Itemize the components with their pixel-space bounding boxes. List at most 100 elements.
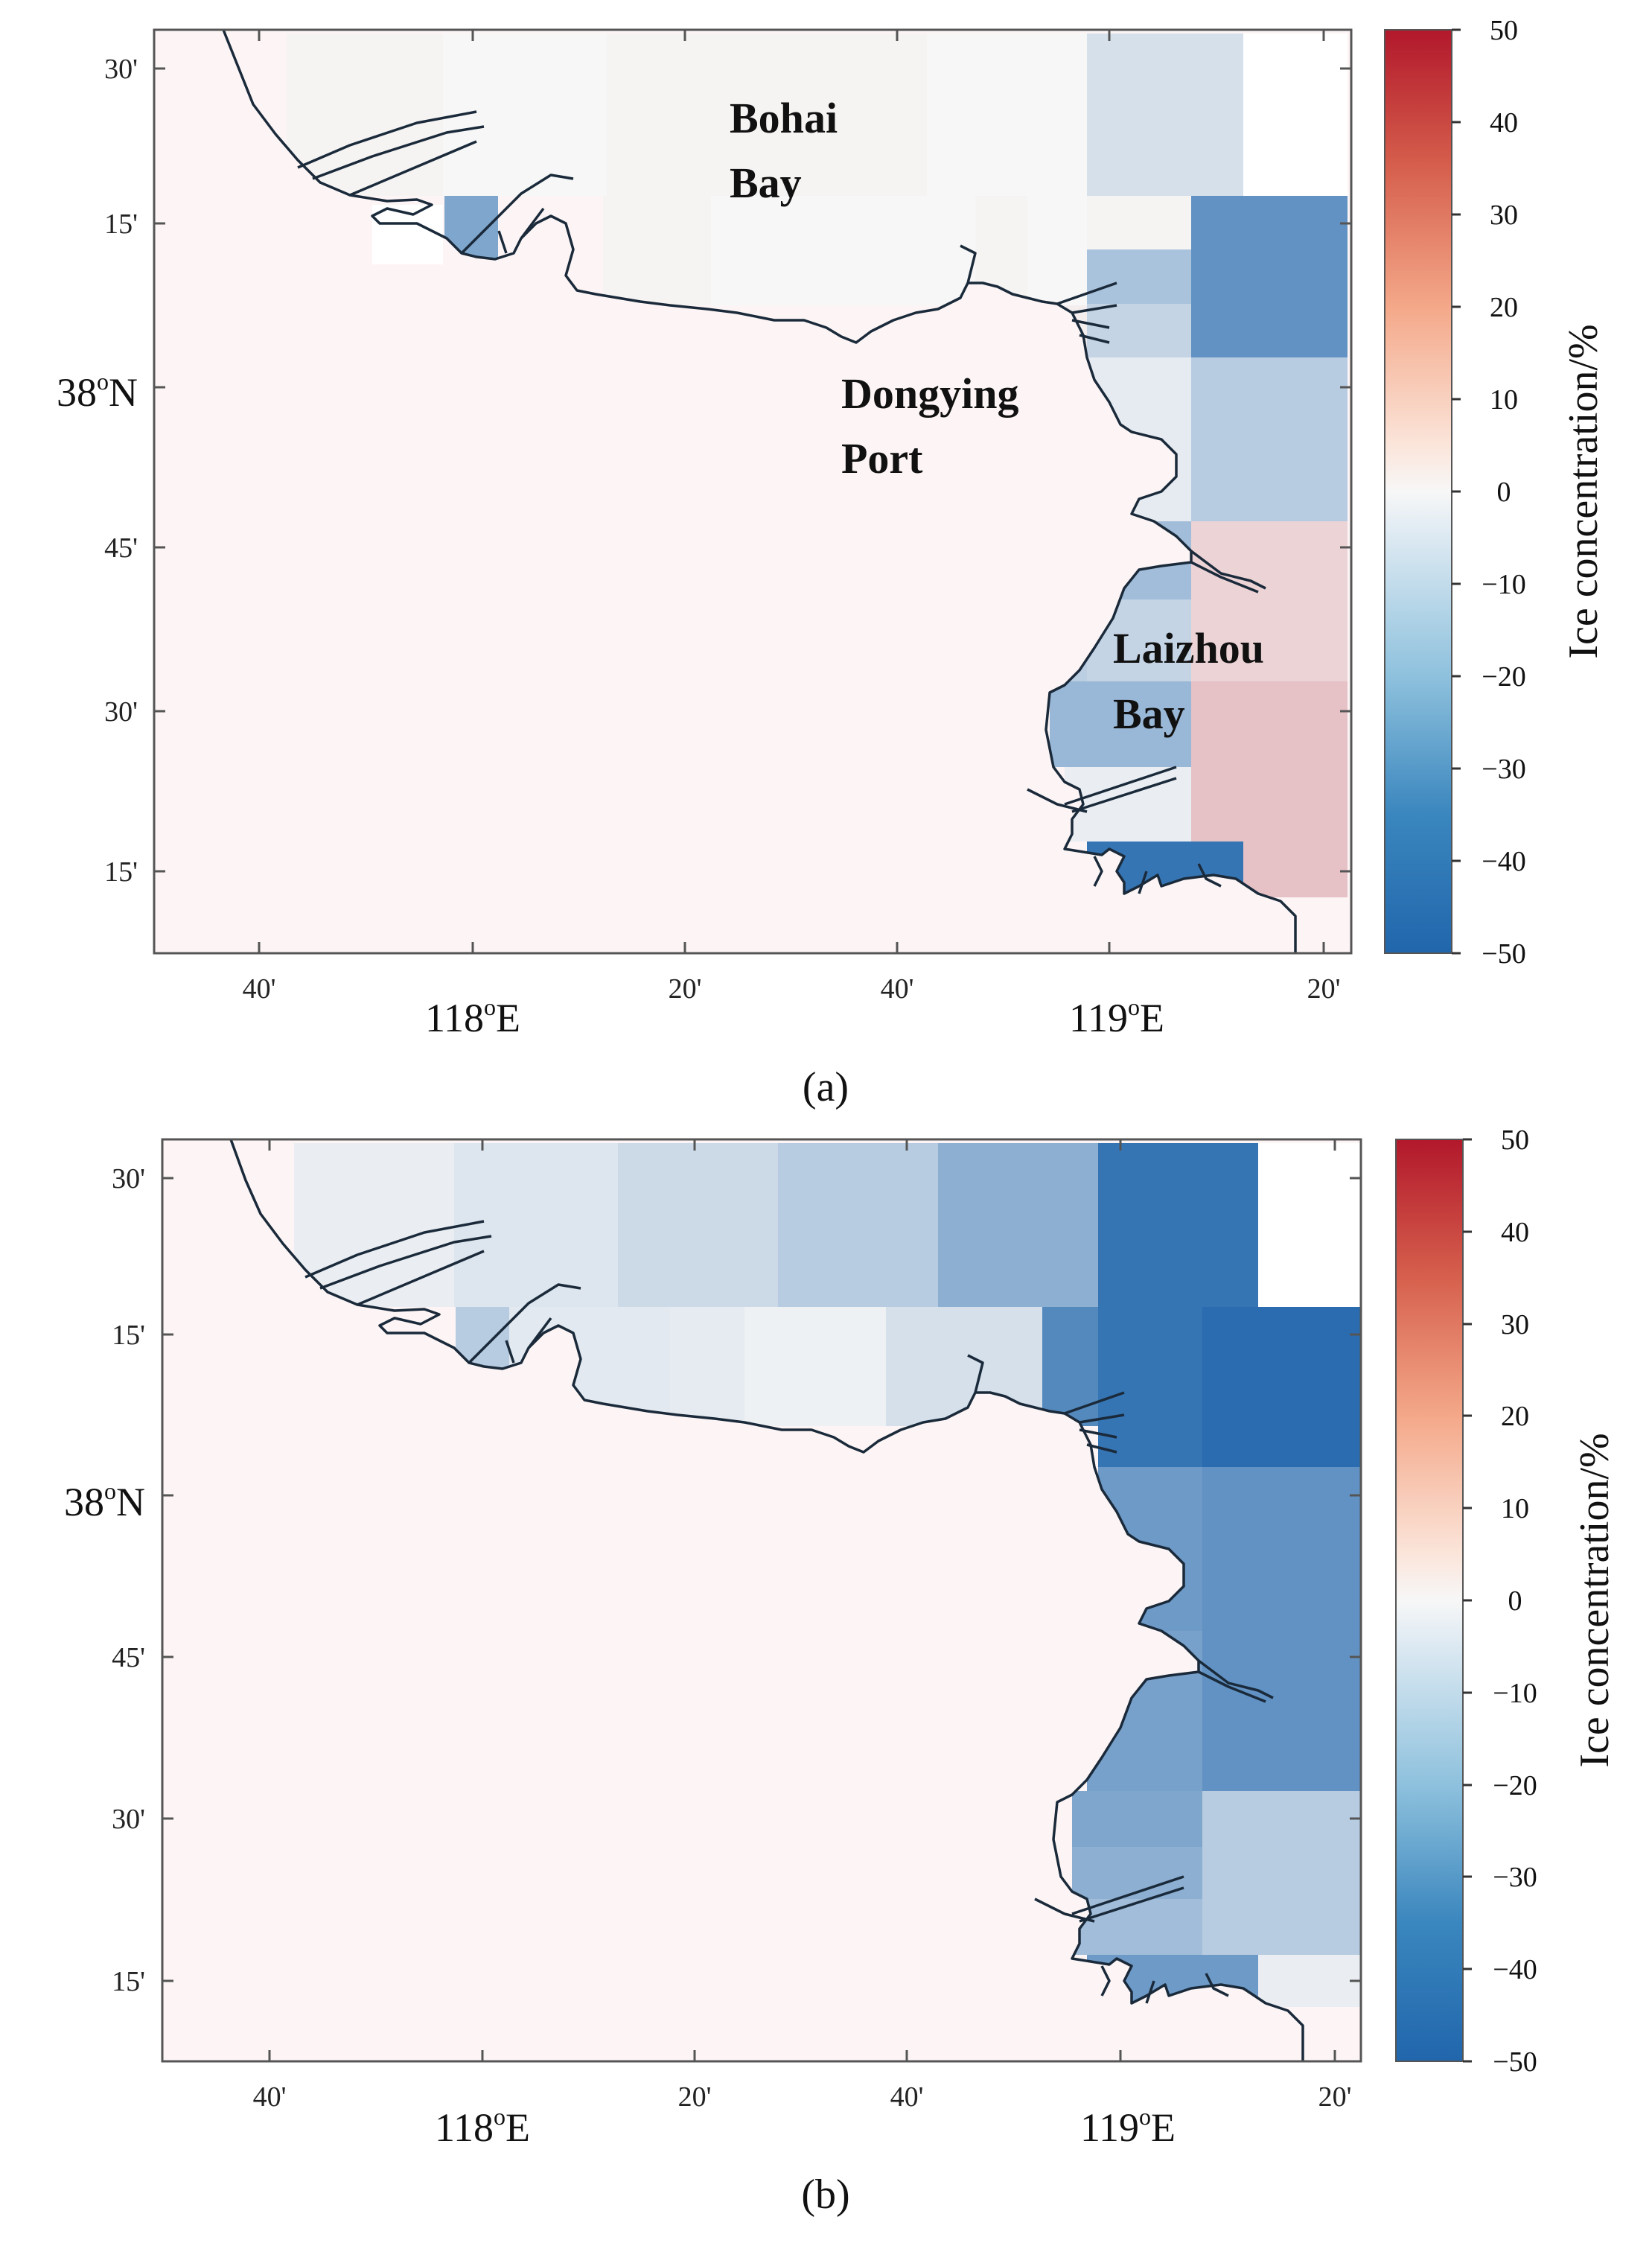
ice-cell xyxy=(1072,1899,1202,1955)
lon-suffix: E xyxy=(1140,996,1164,1040)
lat-label: 38oN xyxy=(64,1477,145,1524)
lat-label: 45' xyxy=(112,1642,145,1673)
lat-suffix: N xyxy=(109,370,138,415)
place-label-dongying: Dongying xyxy=(841,369,1019,418)
ice-cell xyxy=(1258,1955,1361,2007)
degree-sup: o xyxy=(484,993,496,1020)
place-label-laizhou: Laizhou xyxy=(1113,624,1264,672)
colorbar-tick-label: −20 xyxy=(1482,661,1525,693)
colorbar-b xyxy=(1395,1139,1464,2062)
colorbar-tick-label: 30 xyxy=(1490,200,1518,231)
colorbar-tick-label: −50 xyxy=(1493,2046,1537,2078)
lon-suffix: E xyxy=(496,996,520,1040)
lon-label: 119oE xyxy=(1069,993,1164,1040)
map-a-white-nodata xyxy=(1243,34,1348,196)
colorbar-b-ticks xyxy=(1463,1138,1472,2063)
ice-cell xyxy=(454,1143,618,1307)
colorbar-title: Ice concentration/% xyxy=(1560,324,1607,658)
colorbar-tick-label: −10 xyxy=(1482,569,1525,600)
colorbar-tick-label: 10 xyxy=(1501,1493,1529,1524)
lon-degree-value: 119 xyxy=(1069,996,1128,1040)
ice-cell xyxy=(927,34,1087,196)
lon-label: 40' xyxy=(243,973,276,1005)
lon-label: 20' xyxy=(669,973,702,1005)
ice-cell xyxy=(1072,1791,1202,1847)
ice-cell xyxy=(938,1143,1098,1307)
ice-cell xyxy=(1027,196,1087,305)
place-label-bohai: Bohai xyxy=(730,94,838,142)
colorbar-tick-label: 10 xyxy=(1490,384,1518,416)
ice-cell xyxy=(1042,1307,1098,1426)
ice-cell xyxy=(1087,196,1191,249)
lat-ticks-b xyxy=(162,1177,1361,1982)
lon-ticks-a xyxy=(258,30,1325,953)
ice-cell xyxy=(778,1143,938,1307)
lat-label: 38oN xyxy=(57,368,138,415)
colorbar-tick-label: 20 xyxy=(1501,1401,1529,1432)
panel-a: 30' 15' 38oN 45' 30' 15' 40' 118oE 20' 4… xyxy=(57,15,1607,1110)
lon-label: 119oE xyxy=(1080,2103,1176,2150)
lat-label: 30' xyxy=(112,1163,145,1194)
degree-sup: o xyxy=(97,368,109,395)
map-b-cells xyxy=(294,1143,1361,2007)
panel-b: 30' 15' 38oN 45' 30' 15' 40' 118oE 20' 4… xyxy=(64,1124,1618,2218)
lon-label: 40' xyxy=(253,2081,287,2113)
lon-degree-value: 119 xyxy=(1080,2105,1139,2150)
place-label-bohai: Bay xyxy=(730,159,802,207)
colorbar-tick-label: 30 xyxy=(1501,1309,1529,1340)
lat-suffix: N xyxy=(116,1480,145,1524)
ice-cell xyxy=(1098,1143,1258,1307)
colorbar-tick-label: 50 xyxy=(1501,1124,1529,1156)
colorbar-a-ticks xyxy=(1452,28,1461,955)
colorbar-tick-label: 50 xyxy=(1490,15,1518,46)
ice-cell xyxy=(618,1143,778,1307)
coastline-a xyxy=(222,29,1297,953)
colorbar-tick-label: −10 xyxy=(1493,1678,1537,1709)
ice-cell xyxy=(1191,196,1348,357)
lon-label: 118oE xyxy=(425,993,520,1040)
coastline-b xyxy=(229,1139,1304,2061)
ice-cell xyxy=(1072,1847,1202,1899)
ice-cell xyxy=(607,34,927,196)
panel-label-a: (a) xyxy=(803,1064,849,1110)
degree-sup: o xyxy=(1128,993,1140,1020)
lon-degree-value: 118 xyxy=(425,996,484,1040)
lon-label: 118oE xyxy=(435,2103,530,2150)
lon-label: 40' xyxy=(890,2081,924,2113)
ice-cell xyxy=(1098,1307,1202,1467)
lon-suffix: E xyxy=(506,2105,530,2150)
map-b-frame xyxy=(161,1138,1362,2063)
colorbar-tick-label: −30 xyxy=(1493,1862,1537,1893)
ice-cell xyxy=(1087,249,1191,304)
ice-cell xyxy=(1050,681,1191,767)
lat-label: 15' xyxy=(104,856,138,888)
colorbar-tick-label: 40 xyxy=(1490,107,1518,139)
lon-suffix: E xyxy=(1151,2105,1176,2150)
ice-cell xyxy=(443,34,607,196)
colorbar-tick-label: −30 xyxy=(1482,754,1525,785)
degree-sup: o xyxy=(1139,2103,1151,2130)
ice-cell xyxy=(287,34,443,196)
ice-cell xyxy=(1202,1467,1361,1631)
colorbar-tick-label: −50 xyxy=(1482,938,1525,970)
map-b-white-nodata xyxy=(1258,1143,1361,1307)
colorbar-tick-label: 0 xyxy=(1508,1585,1522,1617)
place-label-laizhou: Bay xyxy=(1113,690,1185,738)
lat-label: 45' xyxy=(104,532,138,564)
degree-sup: o xyxy=(104,1477,116,1504)
lat-label: 15' xyxy=(112,1966,145,1997)
ice-cell xyxy=(1087,304,1191,357)
colorbar-tick-label: −40 xyxy=(1493,1954,1537,1985)
lat-label: 30' xyxy=(112,1804,145,1835)
lon-ticks-b xyxy=(268,1139,1336,2061)
nodata-pocket-a xyxy=(372,205,443,264)
lat-label: 15' xyxy=(104,209,138,240)
ice-cell xyxy=(294,1143,454,1307)
ice-cell xyxy=(744,1307,886,1426)
ice-cell xyxy=(1191,521,1348,681)
lat-degree-value: 38 xyxy=(57,370,97,415)
ice-cell xyxy=(1191,357,1348,521)
map-a-frame xyxy=(153,28,1353,955)
ice-cell xyxy=(603,196,711,305)
